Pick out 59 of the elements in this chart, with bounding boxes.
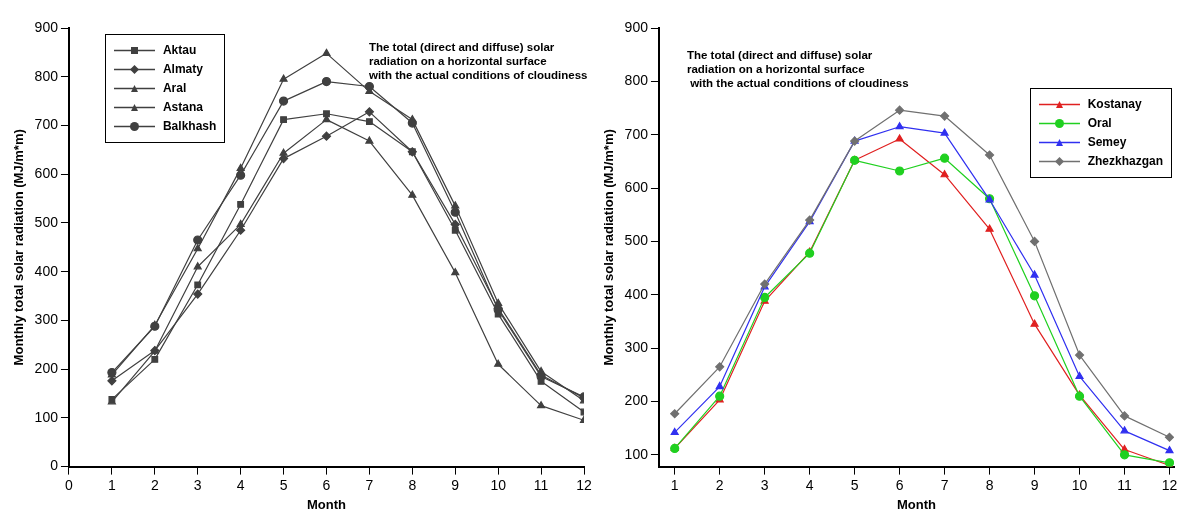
y-tick-label: 400 xyxy=(624,285,649,302)
y-tick-label: 700 xyxy=(624,125,649,142)
annotation: The total (direct and diffuse) solar radiation on a horizontal surface with the actual conditions of cloudiness xyxy=(368,40,588,82)
x-tick-label: 5 xyxy=(279,476,288,493)
y-tick-label: 900 xyxy=(34,18,59,35)
x-tick-label: 9 xyxy=(1030,476,1039,493)
x-tick-label: 10 xyxy=(490,476,507,493)
legend-label: Oral xyxy=(1087,116,1112,130)
y-tick-label: 0 xyxy=(50,457,59,474)
legend-label: Semey xyxy=(1087,135,1127,149)
y-tick-label: 700 xyxy=(34,116,59,133)
x-axis-title: Month xyxy=(306,496,347,512)
y-axis-title: Monthly total solar radiation (MJ/m*m) xyxy=(601,129,617,366)
x-tick-label: 5 xyxy=(850,476,859,493)
y-tick-label: 500 xyxy=(624,232,649,249)
y-tick-label: 300 xyxy=(34,311,59,328)
x-tick-label: 0 xyxy=(65,476,74,493)
x-tick-label: 4 xyxy=(236,476,245,493)
y-tick-label: 900 xyxy=(624,18,649,35)
y-tick-label: 100 xyxy=(624,445,649,462)
x-tick-label: 11 xyxy=(1117,476,1132,493)
x-tick-label: 8 xyxy=(408,476,417,493)
annotation: The total (direct and diffuse) solar radiation on a horizontal surface with the actual conditions of cloudiness xyxy=(686,48,909,90)
y-tick-label: 600 xyxy=(34,165,59,182)
x-tick-label: 7 xyxy=(940,476,949,493)
x-tick-label: 2 xyxy=(715,476,724,493)
y-tick-label: 200 xyxy=(624,392,649,409)
legend-label: Aktau xyxy=(162,43,197,57)
x-tick-label: 3 xyxy=(193,476,202,493)
x-axis-title: Month xyxy=(896,496,937,512)
legend-label: Kostanay xyxy=(1087,97,1142,111)
x-tick-label: 11 xyxy=(533,476,549,493)
y-tick-label: 800 xyxy=(624,72,649,89)
y-tick-label: 300 xyxy=(624,339,649,356)
x-tick-label: 6 xyxy=(895,476,904,493)
x-tick-label: 10 xyxy=(1071,476,1088,493)
x-tick-label: 12 xyxy=(1161,476,1178,493)
legend-label: Astana xyxy=(162,100,203,114)
y-tick-label: 400 xyxy=(34,262,59,279)
x-tick-label: 4 xyxy=(805,476,814,493)
x-tick-label: 3 xyxy=(760,476,769,493)
y-axis-title: Monthly total solar radiation (MJ/m*m) xyxy=(11,129,27,366)
legend-label: Almaty xyxy=(162,62,203,76)
y-tick-label: 200 xyxy=(34,359,59,376)
y-tick-label: 500 xyxy=(34,213,59,230)
y-tick-label: 800 xyxy=(34,67,59,84)
x-tick-label: 1 xyxy=(670,476,679,493)
y-tick-label: 600 xyxy=(624,178,649,195)
x-tick-label: 6 xyxy=(322,476,331,493)
x-tick-label: 1 xyxy=(107,476,116,493)
x-tick-label: 12 xyxy=(576,476,592,493)
legend-label: Balkhash xyxy=(162,119,217,133)
legend-label: Zhezkhazgan xyxy=(1087,154,1163,168)
x-tick-label: 2 xyxy=(150,476,159,493)
legend-label: Aral xyxy=(162,81,187,95)
x-tick-label: 7 xyxy=(365,476,374,493)
x-tick-label: 9 xyxy=(451,476,460,493)
x-tick-label: 8 xyxy=(985,476,994,493)
y-tick-label: 100 xyxy=(34,408,59,425)
